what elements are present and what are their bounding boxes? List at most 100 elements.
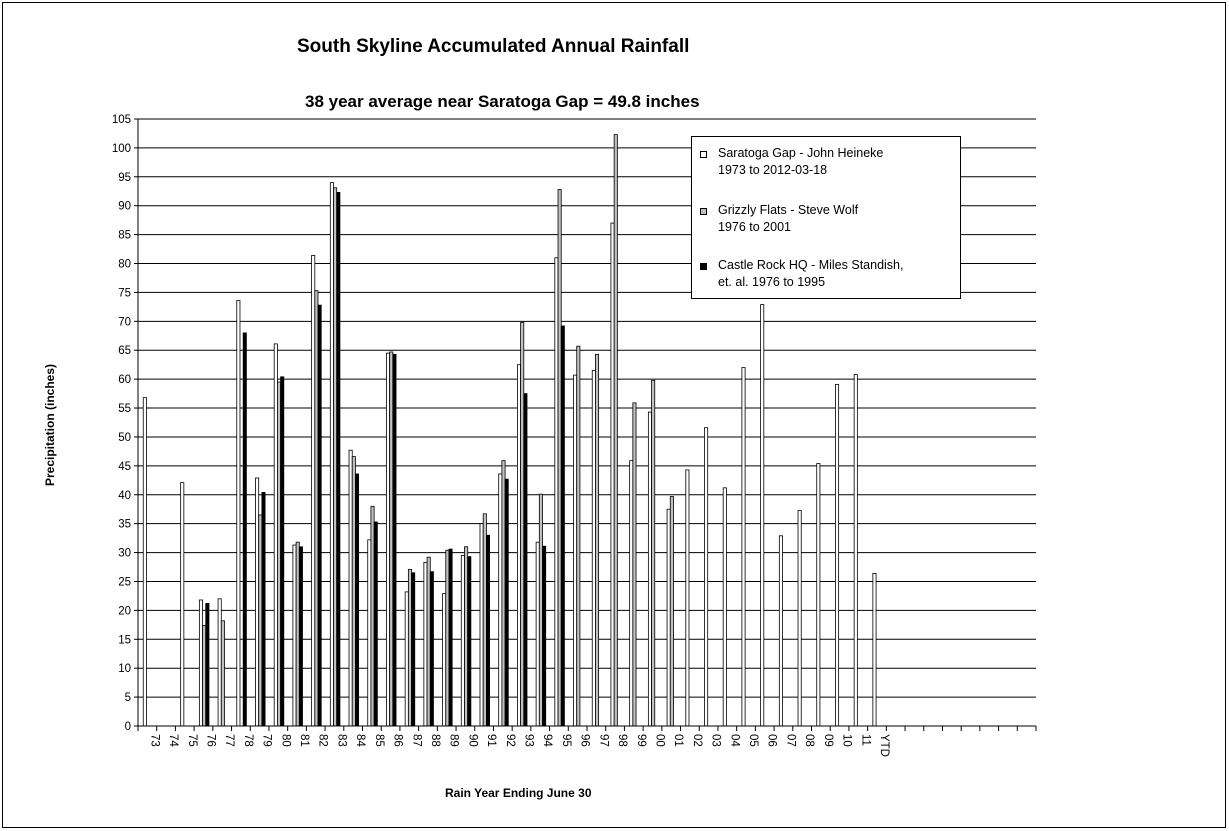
bar bbox=[464, 546, 469, 727]
bar bbox=[426, 556, 431, 727]
y-tick-label: 0 bbox=[125, 721, 131, 733]
bar bbox=[613, 134, 618, 727]
x-tick-label: 73 bbox=[148, 734, 160, 747]
bar bbox=[595, 353, 600, 727]
x-tick-label: 99 bbox=[635, 734, 647, 747]
bar bbox=[280, 376, 285, 727]
bar bbox=[411, 572, 416, 727]
x-tick-label: 85 bbox=[373, 734, 385, 747]
legend-label-saratoga-gap-line2: 1973 to 2012-03-18 bbox=[718, 163, 828, 177]
bar bbox=[367, 539, 372, 727]
x-tick-label: 77 bbox=[223, 734, 235, 747]
y-tick-label: 15 bbox=[118, 634, 131, 646]
bar bbox=[442, 593, 447, 727]
x-tick-label: 08 bbox=[803, 734, 815, 747]
bar bbox=[629, 460, 634, 727]
y-tick-label: 65 bbox=[118, 345, 131, 357]
bar bbox=[276, 381, 281, 727]
x-tick-label: 00 bbox=[653, 734, 665, 747]
bar bbox=[573, 374, 578, 727]
y-tick-label: 20 bbox=[118, 605, 131, 617]
x-tick-label: 11 bbox=[859, 734, 871, 746]
bar bbox=[610, 222, 615, 727]
x-tick-label: 09 bbox=[822, 734, 834, 747]
bar bbox=[351, 456, 356, 727]
x-tick-label: 07 bbox=[784, 734, 796, 747]
bar bbox=[722, 487, 727, 727]
y-tick-label: 80 bbox=[118, 259, 131, 271]
bar bbox=[336, 192, 341, 727]
bar bbox=[429, 571, 434, 727]
legend-item-grizzly-flats: Grizzly Flats - Steve Wolf 1976 to 2001 bbox=[700, 202, 958, 236]
bar bbox=[329, 182, 334, 727]
bar bbox=[448, 548, 453, 727]
legend-label-castle-rock-line2: et. al. 1976 to 1995 bbox=[718, 275, 826, 289]
bar bbox=[535, 541, 540, 727]
x-tick-label: 86 bbox=[392, 734, 404, 747]
bar bbox=[632, 402, 637, 727]
bar bbox=[311, 255, 316, 727]
x-tick-label: YTD bbox=[878, 734, 890, 757]
bar bbox=[142, 397, 147, 727]
x-tick-label: 10 bbox=[841, 734, 853, 747]
y-tick-label: 70 bbox=[118, 316, 131, 328]
legend-label-grizzly-flats-line2: 1976 to 2001 bbox=[718, 220, 791, 234]
bar bbox=[205, 603, 210, 727]
bar bbox=[517, 364, 522, 727]
bar bbox=[501, 460, 506, 727]
bar bbox=[445, 549, 450, 727]
bar bbox=[180, 482, 185, 727]
axes: 0510152025303540455055606570758085909510… bbox=[112, 114, 1037, 757]
y-tick-label: 90 bbox=[118, 201, 131, 213]
bar bbox=[423, 561, 428, 727]
bar bbox=[333, 187, 338, 727]
bar bbox=[298, 546, 303, 727]
bar bbox=[778, 535, 783, 727]
bar bbox=[261, 492, 266, 727]
bar bbox=[835, 383, 840, 727]
x-tick-label: 91 bbox=[485, 734, 497, 747]
bar bbox=[797, 509, 802, 727]
bar bbox=[538, 493, 543, 727]
x-tick-label: 78 bbox=[242, 734, 254, 747]
y-tick-label: 55 bbox=[118, 403, 131, 415]
bar bbox=[317, 304, 322, 727]
y-tick-label: 60 bbox=[118, 374, 131, 386]
bar bbox=[557, 189, 562, 727]
bar bbox=[576, 345, 581, 727]
x-tick-label: 02 bbox=[691, 734, 703, 747]
bar bbox=[467, 556, 472, 727]
y-tick-label: 10 bbox=[118, 663, 131, 675]
y-tick-label: 25 bbox=[118, 576, 131, 588]
bar bbox=[666, 508, 671, 727]
x-tick-label: 88 bbox=[429, 734, 441, 747]
x-tick-label: 89 bbox=[448, 734, 460, 747]
gridlines bbox=[138, 118, 1036, 727]
bar bbox=[560, 325, 565, 727]
x-tick-label: 05 bbox=[747, 734, 759, 747]
bar bbox=[407, 568, 412, 727]
x-tick-label: 81 bbox=[298, 734, 310, 747]
x-tick-label: 06 bbox=[766, 734, 778, 747]
legend-label-saratoga-gap-line1: Saratoga Gap - John Heineke bbox=[718, 146, 884, 160]
x-tick-label: 04 bbox=[728, 734, 740, 747]
legend-label-castle-rock-line1: Castle Rock HQ - Miles Standish, bbox=[718, 258, 904, 272]
bar bbox=[853, 374, 858, 727]
bar bbox=[523, 393, 528, 727]
bar bbox=[554, 257, 559, 727]
bar bbox=[651, 379, 656, 727]
bar bbox=[669, 496, 674, 727]
bar bbox=[685, 469, 690, 727]
y-tick-label: 45 bbox=[118, 461, 131, 473]
bar bbox=[647, 411, 652, 727]
y-tick-label: 100 bbox=[112, 143, 131, 155]
bar bbox=[389, 351, 394, 727]
y-tick-label: 35 bbox=[118, 519, 131, 531]
chart-title: South Skyline Accumulated Annual Rainfal… bbox=[297, 36, 690, 57]
bar bbox=[258, 514, 263, 727]
bar bbox=[198, 599, 203, 727]
bar bbox=[479, 523, 484, 727]
x-tick-label: 97 bbox=[597, 734, 609, 747]
bar bbox=[242, 332, 247, 727]
